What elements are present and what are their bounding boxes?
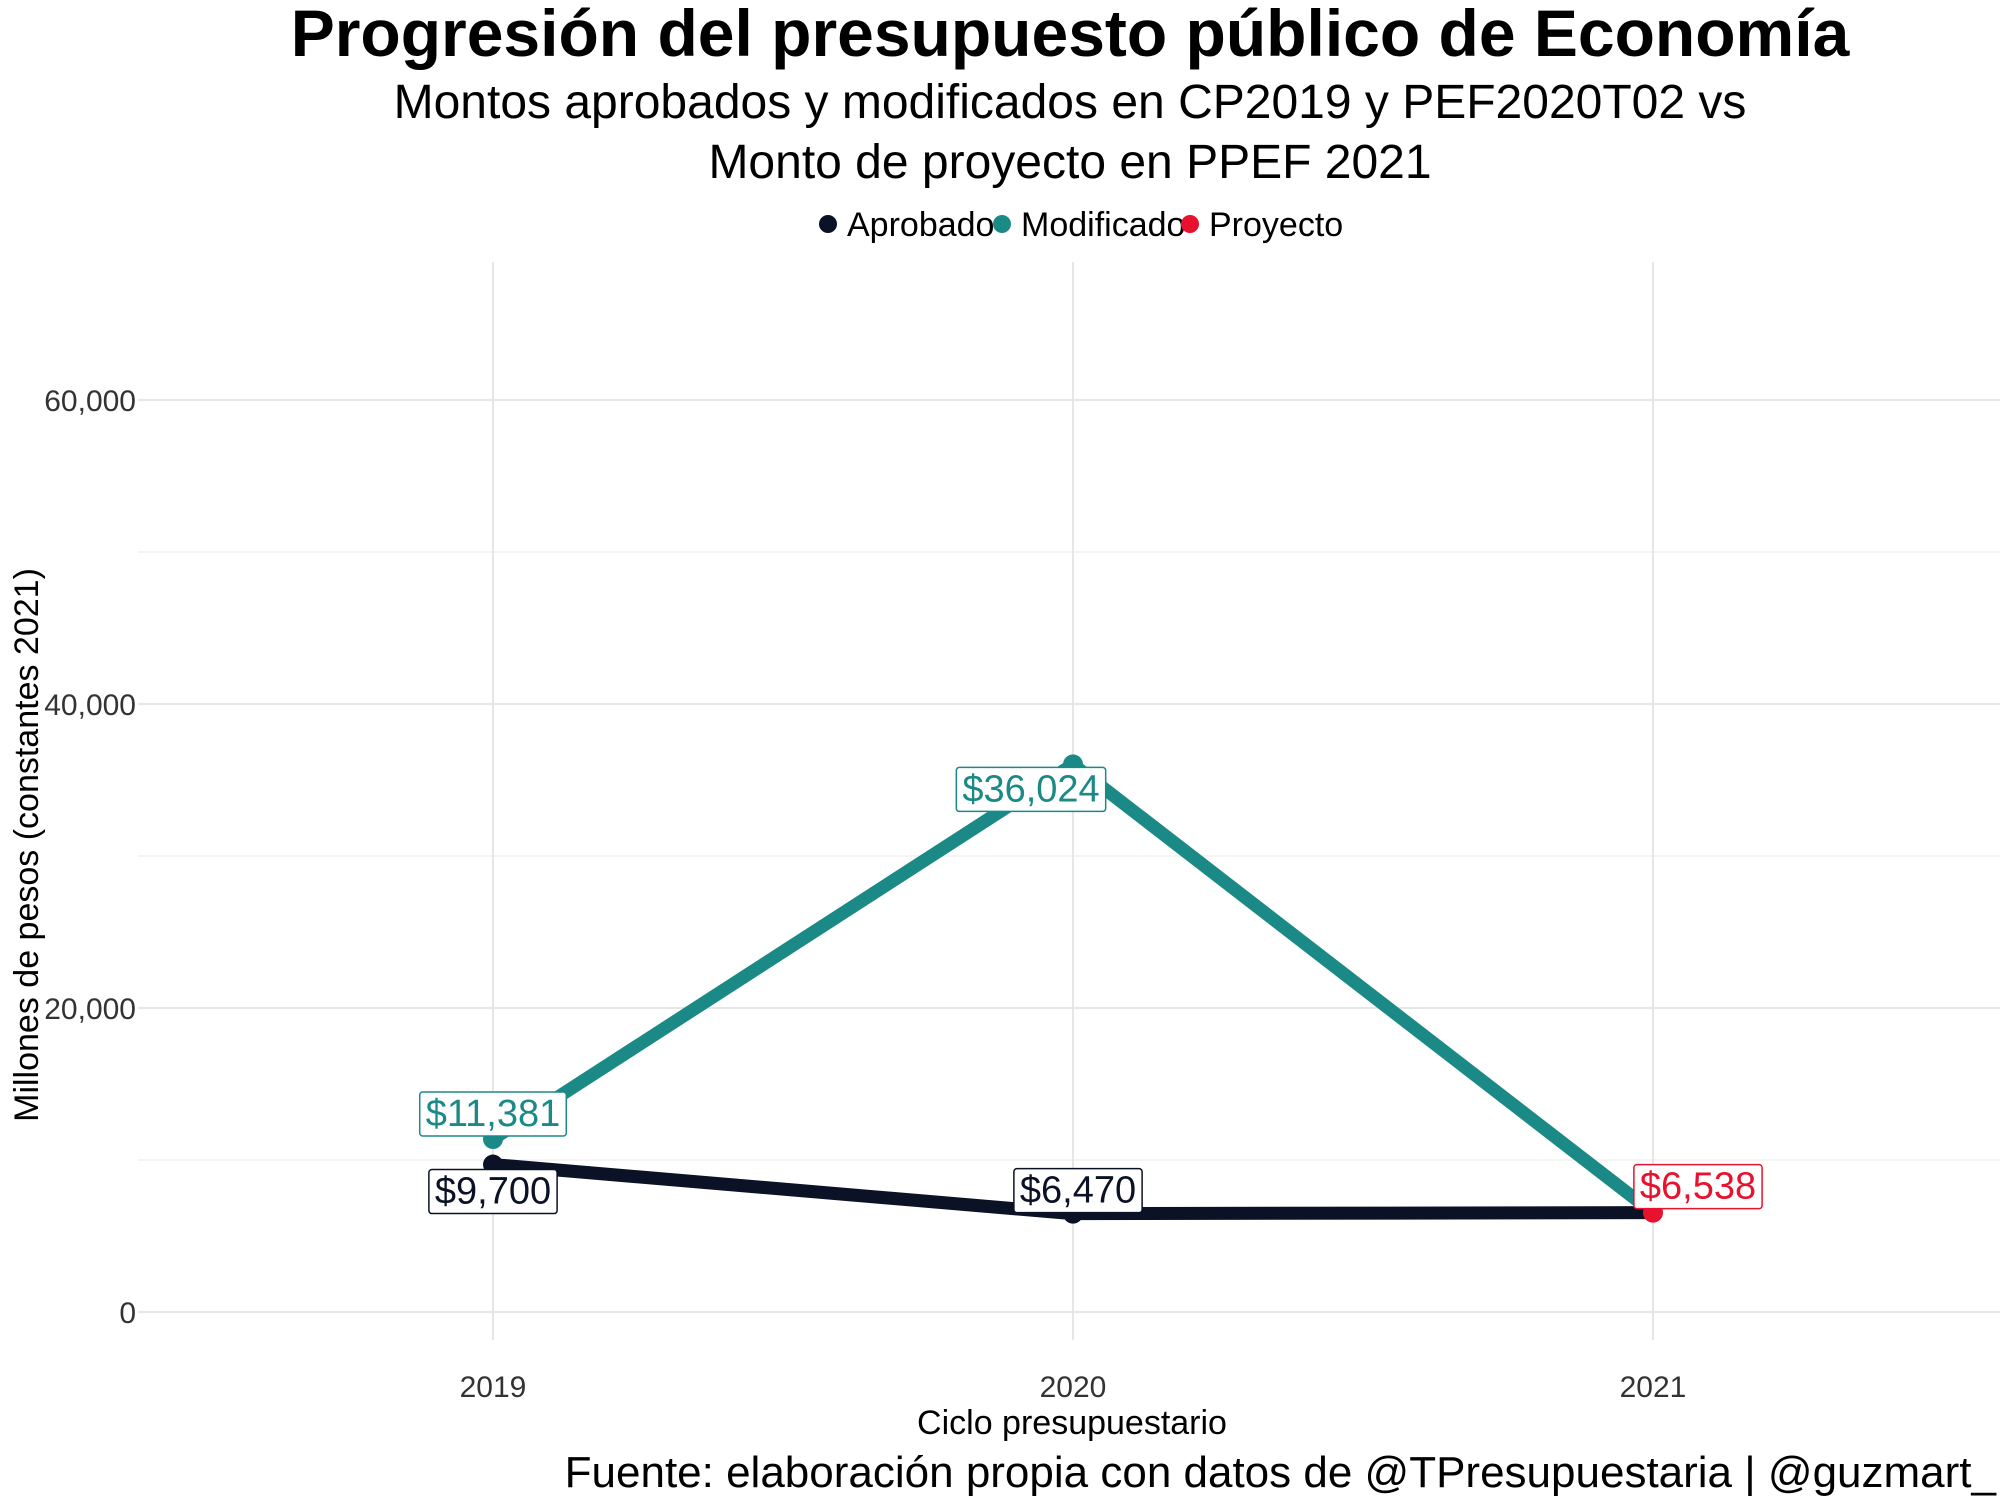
data-label-aprobado: $9,700	[428, 1168, 558, 1215]
legend: Aprobado Modificado Proyecto	[819, 206, 1343, 244]
x-tick-label: 2021	[1620, 1371, 1687, 1404]
y-axis-title: Millones de pesos (constantes 2021)	[8, 568, 46, 1122]
data-labels: $11,381 $36,024 $9,700 $6,470 $6,538	[418, 766, 1763, 1215]
y-tick-label: 60,000	[44, 385, 136, 418]
legend-swatch-aprobado	[819, 215, 837, 233]
data-label-box	[1633, 1163, 1763, 1210]
x-axis-title: Ciclo presupuestario	[917, 1404, 1227, 1442]
data-label-aprobado: $6,470	[1013, 1167, 1143, 1214]
legend-label-aprobado: Aprobado	[847, 206, 994, 244]
data-label-modificado: $11,381	[418, 1091, 568, 1137]
chart-subtitle-line-2: Monto de proyecto en PPEF 2021	[708, 136, 1431, 189]
legend-label-modificado: Modificado	[1021, 206, 1185, 244]
y-tick-label: 0	[119, 1297, 136, 1330]
legend-label-proyecto: Proyecto	[1209, 206, 1343, 244]
legend-swatch-proyecto	[1181, 215, 1199, 233]
data-label-text: $11,381	[426, 1093, 561, 1135]
data-label-text: $6,538	[1640, 1166, 1756, 1208]
data-label-box	[418, 1091, 568, 1137]
data-label-box	[955, 766, 1107, 813]
x-axis-ticks: 2019 2020 2021	[460, 1371, 1687, 1404]
chart-title: Progresión del presupuesto público de Ec…	[291, 0, 1851, 70]
chart-subtitle-line-1: Montos aprobados y modificados en CP2019…	[394, 76, 1747, 129]
x-tick-label: 2019	[460, 1371, 527, 1404]
data-label-text: $6,470	[1020, 1170, 1136, 1212]
data-label-box	[1013, 1167, 1143, 1214]
grid	[138, 262, 2000, 1340]
data-label-box	[428, 1168, 558, 1215]
chart-caption: Fuente: elaboración propia con datos de …	[565, 1448, 1997, 1497]
y-tick-label: 40,000	[44, 689, 136, 722]
y-tick-label: 20,000	[44, 993, 136, 1026]
y-axis-ticks: 0 20,000 40,000 60,000	[44, 385, 136, 1330]
data-label-modificado: $36,024	[955, 766, 1107, 813]
data-label-proyecto: $6,538	[1633, 1163, 1763, 1210]
data-label-text: $36,024	[962, 768, 1099, 810]
data-label-text: $9,700	[435, 1171, 551, 1213]
x-tick-label: 2020	[1040, 1371, 1107, 1404]
legend-swatch-modificado	[993, 215, 1011, 233]
